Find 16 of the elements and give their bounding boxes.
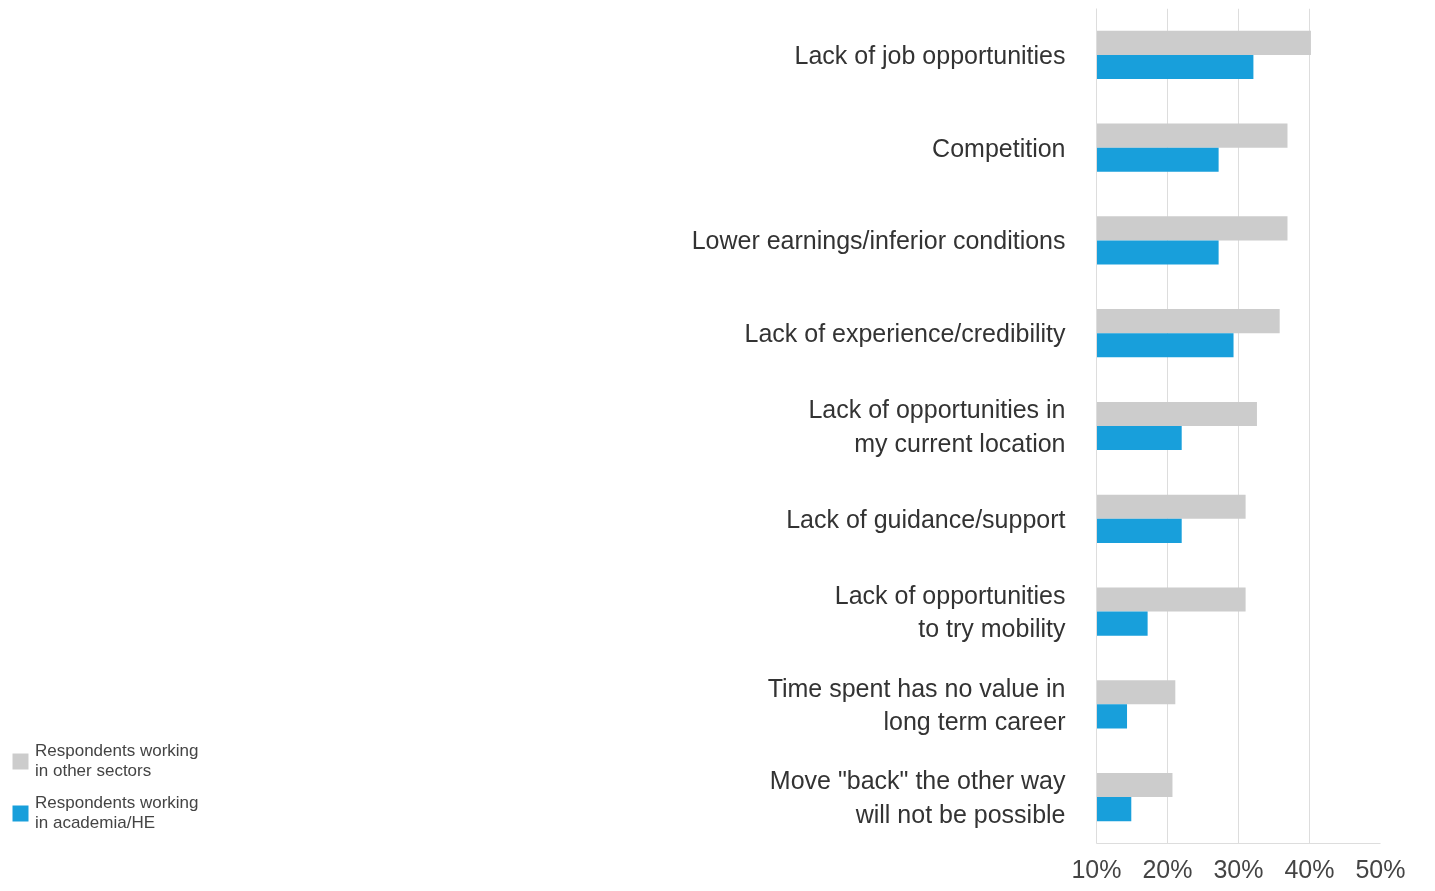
y-tick-label: Lack of opportunities in my current location xyxy=(808,395,1066,457)
legend-label: Respondents working in other sectors xyxy=(35,741,199,781)
x-tick-label: 40% xyxy=(1284,854,1335,883)
x-tick-label: 30% xyxy=(1213,854,1264,883)
x-tick-label: 10% xyxy=(1071,854,1122,883)
y-tick-label: Lack of guidance/support xyxy=(786,504,1066,533)
y-tick-label: Lower earnings/inferior conditions xyxy=(691,226,1066,255)
x-tick-label: 50% xyxy=(1355,854,1406,883)
y-tick-label: Lack of opportunities to try mobility xyxy=(834,580,1066,643)
y-tick-label: Lack of job opportunities xyxy=(794,40,1066,69)
y-tick-label: Time spent has no value in long term career xyxy=(767,673,1066,736)
y-tick-label: Move "back" the other way will not be possible xyxy=(769,766,1066,828)
x-tick-label: 20% xyxy=(1142,854,1193,883)
y-tick-label: Competition xyxy=(932,133,1066,162)
legend-label: Respondents working in academia/HE xyxy=(35,793,199,833)
y-tick-label: Lack of experience/credibility xyxy=(744,319,1066,348)
